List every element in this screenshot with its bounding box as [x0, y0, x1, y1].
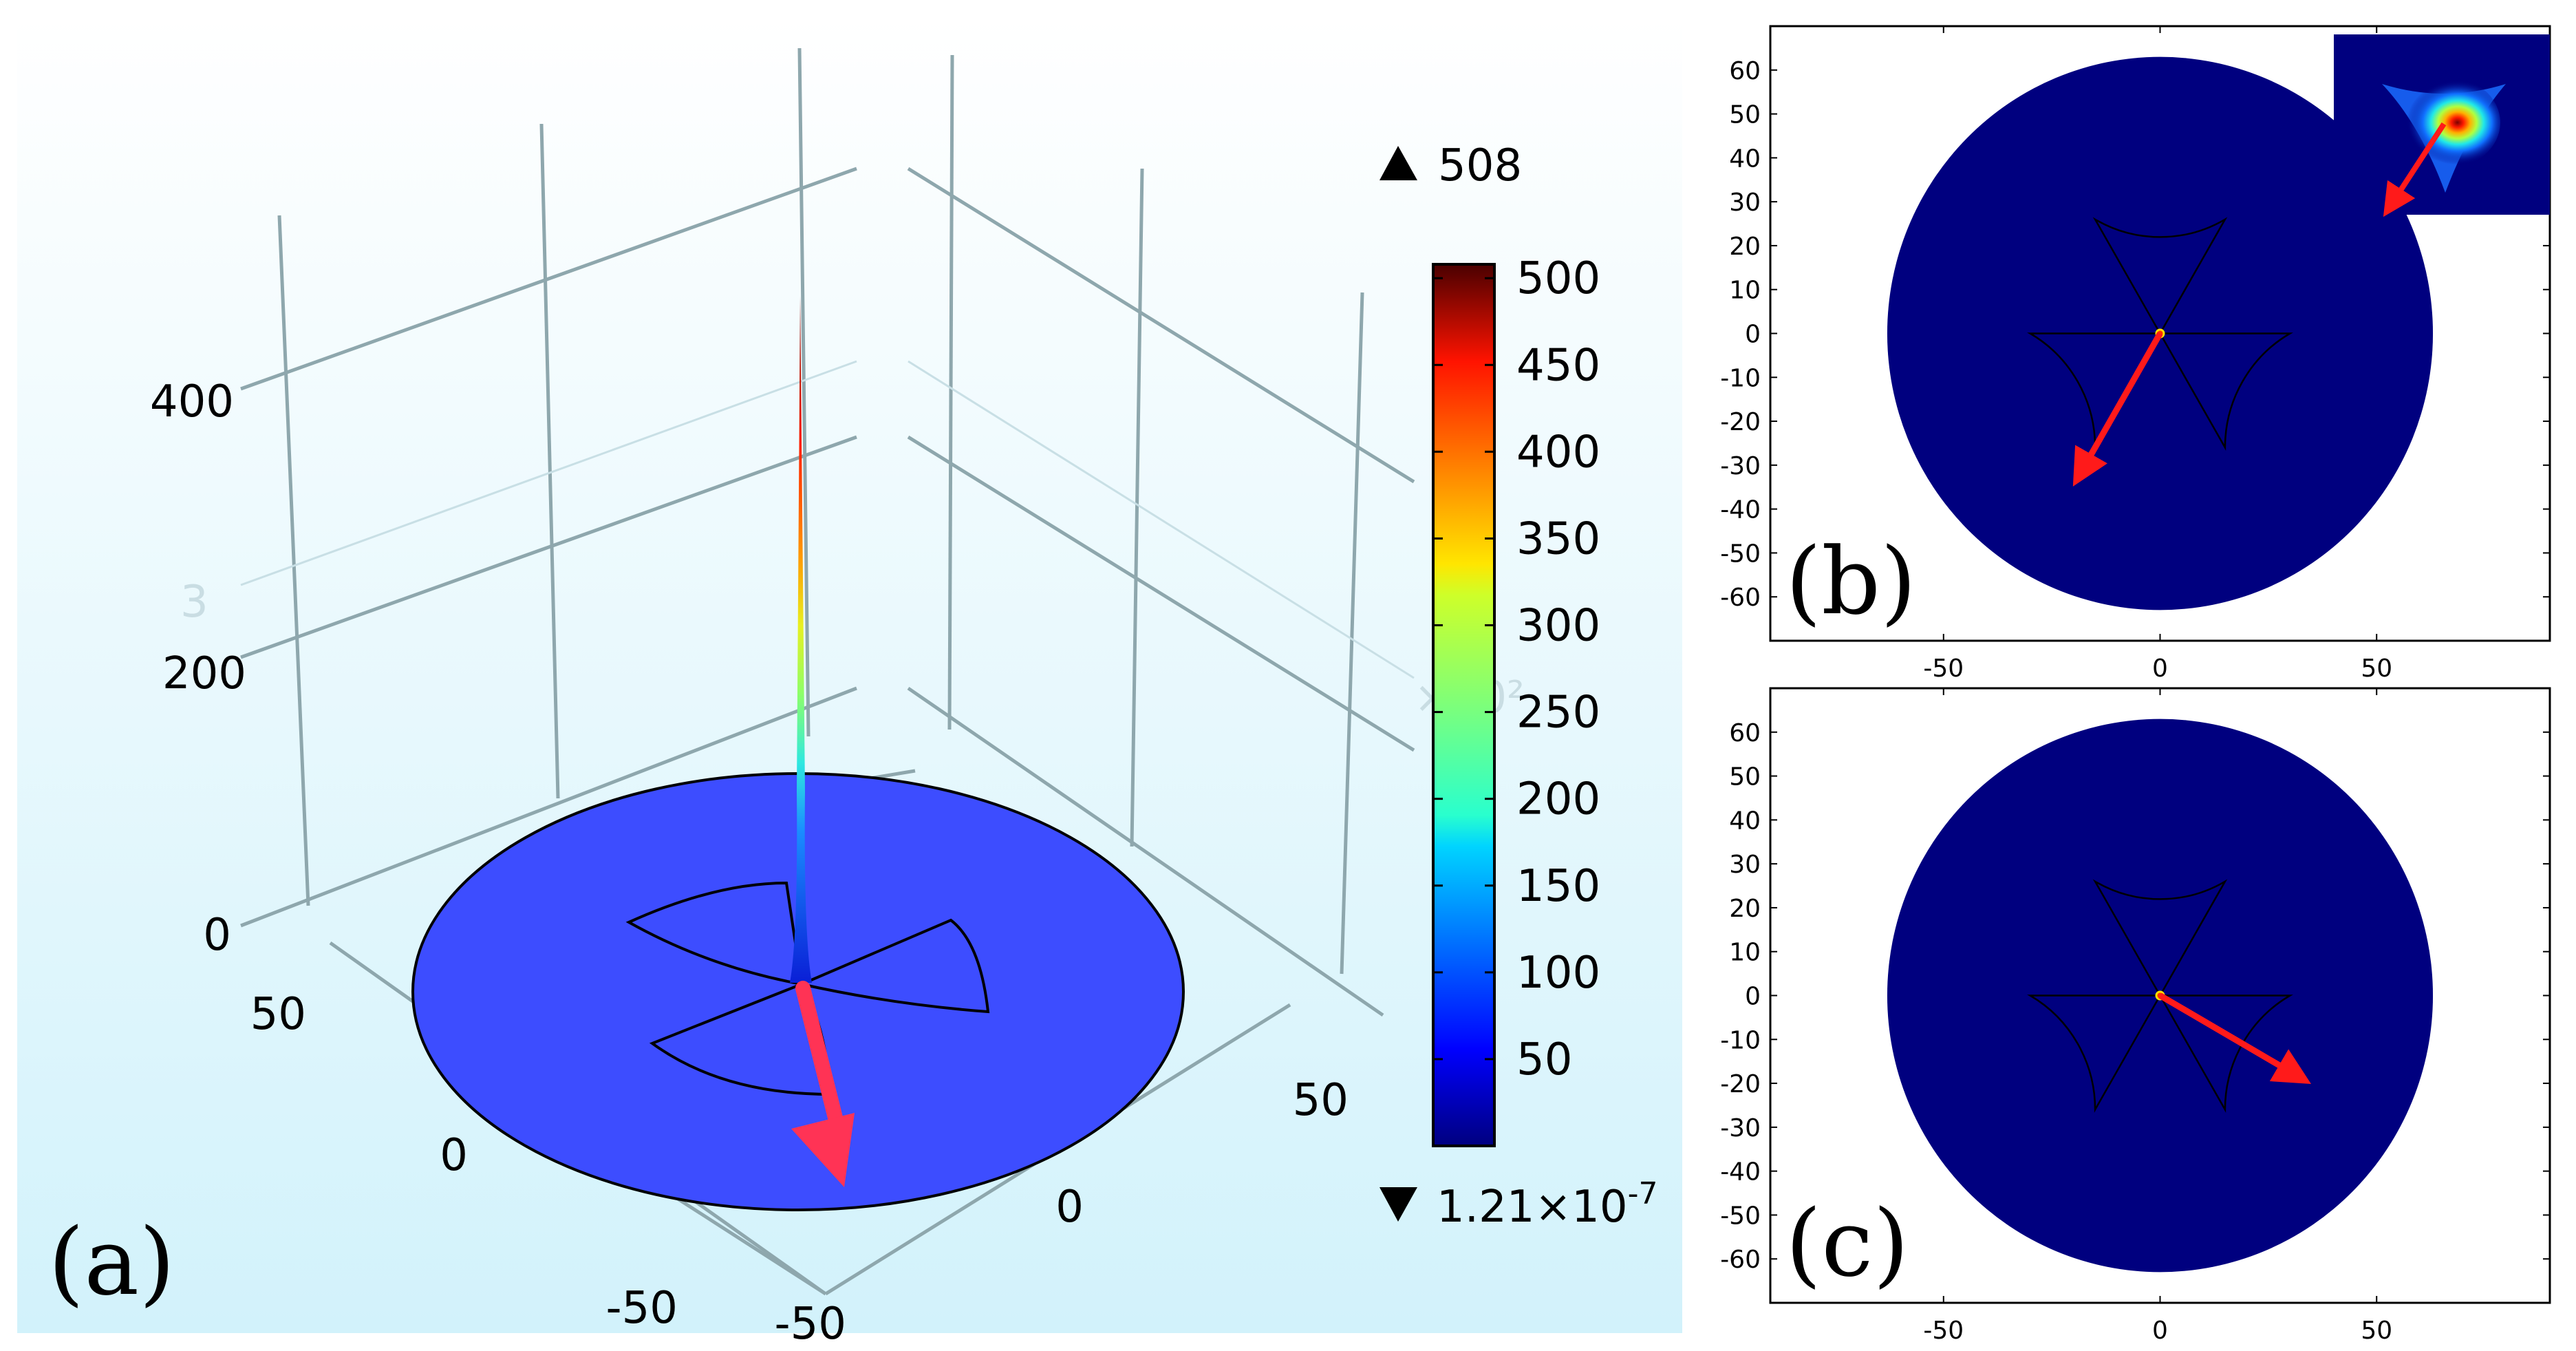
y-tick-label: 50: [1729, 763, 1761, 791]
x-tick-label: -50: [1923, 1317, 1964, 1345]
x-tick-label: 0: [2152, 655, 2168, 683]
y-tick-label: -30: [1720, 1114, 1761, 1142]
y-tick-label: -20: [1720, 408, 1761, 436]
polarization-arrow: [2072, 332, 2163, 487]
x-tick-label: 0: [2152, 1317, 2168, 1345]
colorbar-min-triangle: [1380, 1187, 1417, 1222]
colorbar-tick-label: 100: [1516, 948, 1600, 999]
y-tick-label: 0: [440, 1130, 468, 1181]
colorbar-tick-label: 350: [1516, 513, 1600, 564]
colorbar-tick-label: 150: [1516, 861, 1600, 912]
panel-a-polarization-arrow: [791, 981, 855, 1187]
y-tick-label: -10: [1720, 1026, 1761, 1054]
x-tick-label: 50: [1293, 1075, 1349, 1126]
z-tick-label: 200: [162, 648, 246, 699]
inset-mode-field: [2387, 76, 2500, 169]
y-tick-label: 50: [1729, 101, 1761, 129]
y-tick-label: 60: [1729, 57, 1761, 85]
colorbar-max-label: 508: [1438, 140, 1522, 191]
x-tick-label: 50: [2361, 655, 2392, 683]
core-lobe: [2158, 332, 2293, 451]
inset-arrow: [2383, 122, 2447, 217]
colorbar-tick-label: 50: [1516, 1034, 1572, 1085]
y-tick-label: -50: [605, 1283, 678, 1334]
y-tick-label: -50: [1720, 540, 1761, 568]
colorbar: 508 500 450 400 350 300 250 200 150 100 50 1.21×1…: [1380, 140, 1657, 1233]
z-tick-label: 0: [203, 910, 231, 961]
polarization-arrow: [2158, 992, 2312, 1084]
panel-a-surface-plot: 400 200 0 50 0 -50 50 0 -50 3 ×10² 508 5…: [17, 17, 1682, 1350]
y-tick-label: 10: [1729, 939, 1761, 967]
y-tick-label: -10: [1720, 364, 1761, 392]
y-tick-label: -50: [1720, 1202, 1761, 1230]
faint-axis-fragment: 3: [180, 577, 208, 628]
y-tick-label: 40: [1729, 145, 1761, 173]
colorbar-tick-label: 450: [1516, 340, 1600, 391]
x-tick-label: 50: [2361, 1317, 2392, 1345]
panel-label: (b): [1785, 528, 1916, 635]
x-tick-label: 0: [1055, 1182, 1084, 1233]
x-tick-label: -50: [774, 1299, 846, 1350]
colorbar-tick-label: 400: [1516, 427, 1600, 478]
core-lobe: [2027, 994, 2162, 1113]
y-tick-label: 0: [1745, 983, 1761, 1011]
core-lobe: [2027, 332, 2162, 451]
colorbar-max-triangle: [1380, 146, 1417, 180]
y-tick-label: 40: [1729, 807, 1761, 835]
y-tick-label: -40: [1720, 1158, 1761, 1187]
colorbar-tick-label: 250: [1516, 688, 1600, 738]
y-tick-label: 60: [1729, 719, 1761, 747]
colorbar-gradient: [1432, 263, 1496, 1147]
y-tick-label: -40: [1720, 496, 1761, 524]
y-tick-label: 30: [1729, 851, 1761, 879]
y-tick-label: -30: [1720, 452, 1761, 480]
panel-c-heatmap: 60 50 40 30 20 10 0 -10 -20 -30 -40 -50 -60 -50 0 50 (c): [1720, 687, 2551, 1345]
panel-b-heatmap: 60 50 40 30 20 10 0 -10 -20 -30 -40 -50 -60 -50 0 50 (b): [1720, 25, 2551, 683]
y-tick-label: 20: [1729, 233, 1761, 261]
y-tick-label: 0: [1745, 321, 1761, 349]
core-lobe: [2092, 217, 2228, 336]
y-tick-label: -60: [1720, 1246, 1761, 1274]
panel-a-faint-grid: [240, 360, 1415, 679]
y-tick-label: 30: [1729, 189, 1761, 217]
y-tick-label: -20: [1720, 1070, 1761, 1098]
z-tick-label: 400: [150, 376, 234, 427]
y-tick-label: -60: [1720, 584, 1761, 612]
x-tick-label: -50: [1923, 655, 1964, 683]
panel-label: (c): [1785, 1190, 1909, 1297]
colorbar-tick-label: 200: [1516, 774, 1600, 825]
colorbar-tick-label: 300: [1516, 601, 1600, 652]
colorbar-min-label: 1.21×10-7: [1437, 1176, 1657, 1233]
y-tick-label: 10: [1729, 277, 1761, 305]
colorbar-tick-label: 500: [1516, 253, 1600, 304]
core-lobe: [2092, 879, 2228, 998]
y-tick-label: 20: [1729, 895, 1761, 923]
y-tick-label: 50: [250, 989, 306, 1040]
panel-a-label: (a): [48, 1209, 175, 1316]
panel-a-peak-spike: [790, 296, 812, 983]
